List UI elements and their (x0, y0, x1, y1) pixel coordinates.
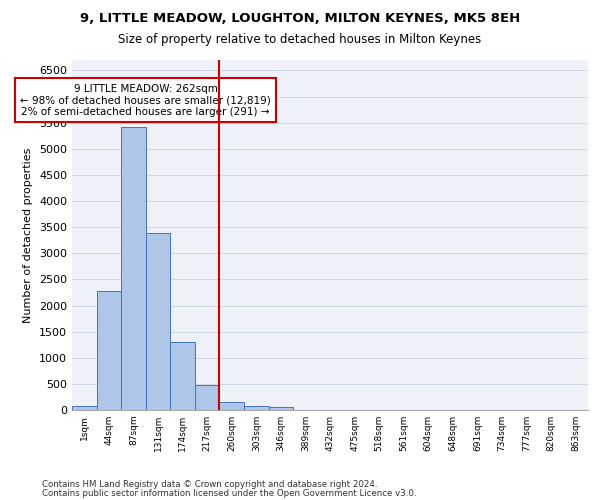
Bar (195, 385, 220, 410)
Text: 9, LITTLE MEADOW, LOUGHTON, MILTON KEYNES, MK5 8EH: 9, LITTLE MEADOW, LOUGHTON, MILTON KEYNE… (80, 12, 520, 26)
Bar (244, 406, 269, 410)
Y-axis label: Number of detached properties: Number of detached properties (23, 148, 34, 322)
Bar (72, 406, 97, 410)
Bar (97, 291, 121, 410)
Text: Size of property relative to detached houses in Milton Keynes: Size of property relative to detached ho… (118, 32, 482, 46)
Bar (220, 402, 244, 410)
Bar (146, 233, 170, 410)
Bar (170, 342, 195, 410)
Text: 9 LITTLE MEADOW: 262sqm
← 98% of detached houses are smaller (12,819)
2% of semi: 9 LITTLE MEADOW: 262sqm ← 98% of detache… (20, 84, 271, 116)
Bar (269, 407, 293, 410)
Bar (121, 127, 146, 410)
Text: Contains HM Land Registry data © Crown copyright and database right 2024.: Contains HM Land Registry data © Crown c… (42, 480, 377, 489)
Text: Contains public sector information licensed under the Open Government Licence v3: Contains public sector information licen… (42, 488, 416, 498)
